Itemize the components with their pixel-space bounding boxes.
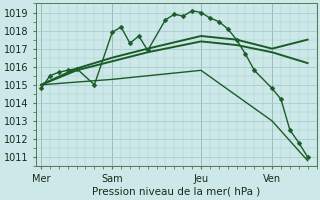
X-axis label: Pression niveau de la mer( hPa ): Pression niveau de la mer( hPa ) — [92, 187, 260, 197]
